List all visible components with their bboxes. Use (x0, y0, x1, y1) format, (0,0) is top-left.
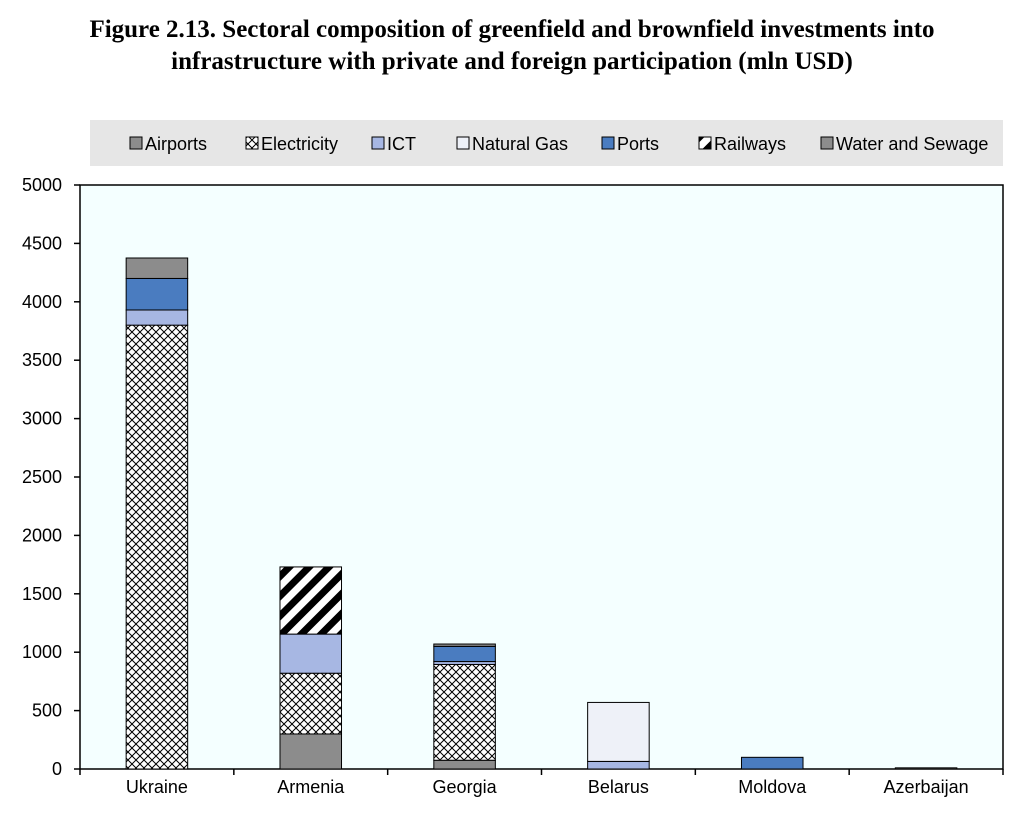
legend-swatch-airports (129, 136, 143, 150)
y-tick-label: 4500 (22, 233, 62, 253)
y-tick-label: 3500 (22, 350, 62, 370)
bar-armenia-airports (279, 733, 343, 770)
x-tick-label-armenia: Armenia (277, 777, 345, 797)
chart-title-line-2: infrastructure with private and foreign … (171, 48, 853, 75)
legend-box (90, 120, 1003, 166)
bar-belarus-natural-gas (587, 701, 650, 762)
x-tick-label-azerbaijan: Azerbaijan (884, 777, 969, 797)
bar-georgia-electricity (433, 663, 496, 761)
bars (125, 257, 958, 770)
bar-ukraine-electricity (125, 324, 189, 770)
chart-title-line-1: Figure 2.13. Sectoral composition of gre… (89, 16, 935, 43)
bar-ukraine-ports (125, 277, 189, 311)
bar-armenia-ict (279, 633, 343, 674)
legend-swatch-water-and-sewage (820, 136, 834, 150)
legend-label-railways: Railways (714, 134, 786, 154)
bar-moldova-ports (740, 756, 804, 770)
legend-swatch-railways (698, 136, 712, 150)
bar-armenia-railways (279, 566, 343, 635)
x-tick-label-ukraine: Ukraine (126, 777, 188, 797)
legend-swatch-ports (601, 136, 615, 150)
bar-georgia-ports (433, 645, 496, 663)
y-tick-label: 3000 (22, 409, 62, 429)
x-axis: Ukraine Armenia Georgia Belarus Moldova Azerb… (79, 769, 1004, 797)
y-tick-label: 2500 (22, 467, 62, 487)
y-tick-label: 1500 (22, 584, 62, 604)
y-tick-label: 1000 (22, 642, 62, 662)
x-tick-label-moldova: Moldova (738, 777, 807, 797)
chart-title: Figure 2.13. Sectoral composition of gre… (0, 14, 1024, 78)
bar-armenia-electricity (279, 672, 343, 735)
legend-label-airports: Airports (145, 134, 207, 154)
bar-georgia-airports (433, 759, 496, 770)
y-tick-label: 2000 (22, 525, 62, 545)
bar-ukraine-water-and-sewage (125, 257, 189, 279)
legend-label-electricity: Electricity (261, 134, 338, 154)
legend-swatch-ict (371, 136, 385, 150)
legend-label-water-and-sewage: Water and Sewage (836, 134, 988, 154)
plot-area (79, 184, 1004, 770)
y-axis: 0 500 1000 1500 2000 2500 3000 3500 4000 4500 5000 (22, 175, 80, 779)
legend-label-ports: Ports (617, 134, 659, 154)
x-tick-label-georgia: Georgia (433, 777, 498, 797)
y-tick-label: 0 (52, 759, 62, 779)
legend-label-natural-gas: Natural Gas (472, 134, 568, 154)
bar-azerbaijan-water-and-sewage (894, 767, 958, 770)
y-tick-label: 4000 (22, 292, 62, 312)
bar-georgia-water-and-sewage (433, 643, 496, 647)
legend-label-ict: ICT (387, 134, 416, 154)
x-tick-label-belarus: Belarus (588, 777, 649, 797)
bar-belarus-ict (587, 760, 650, 770)
y-tick-label: 500 (32, 701, 62, 721)
y-tick-label: 5000 (22, 175, 62, 195)
bar-ukraine-ict (125, 309, 189, 326)
legend-swatch-natural-gas (456, 136, 470, 150)
legend-swatch-electricity (245, 136, 259, 150)
legend: Airports Electricity ICT Natural Gas Ports Ra… (129, 134, 988, 154)
